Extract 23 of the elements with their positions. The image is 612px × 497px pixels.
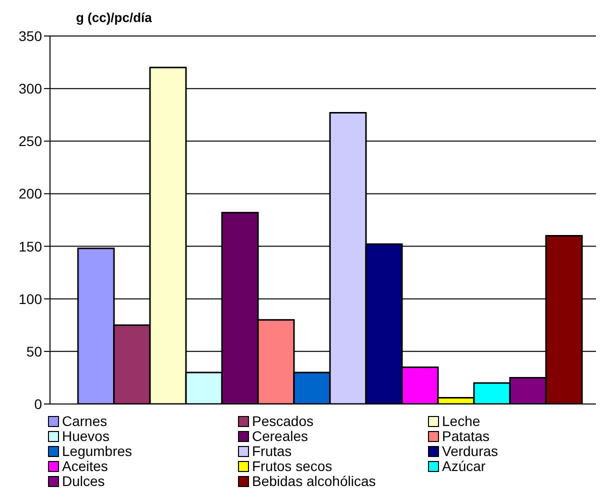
legend-label: Leche — [442, 413, 480, 429]
legend-label: Pescados — [252, 413, 314, 429]
legend-label: Frutos secos — [252, 458, 332, 474]
legend-label: Aceites — [62, 458, 108, 474]
y-axis-title: g (cc)/pc/día — [76, 10, 152, 25]
y-tick-label: 0 — [34, 396, 42, 412]
legend-label: Dulces — [62, 473, 105, 489]
legend-label: Azúcar — [442, 458, 486, 474]
y-tick-label: 150 — [18, 238, 42, 254]
legend-label: Legumbres — [62, 443, 132, 459]
legend-label: Frutas — [252, 443, 292, 459]
y-tick-label: 200 — [18, 186, 42, 202]
y-tick-label: 350 — [18, 28, 42, 44]
legend-label: Patatas — [442, 428, 490, 444]
legend-label: Cereales — [252, 428, 308, 444]
legend-label: Huevos — [62, 428, 110, 444]
legend-label: Bebidas alcohólicas — [252, 473, 376, 489]
y-tick-label: 300 — [18, 80, 42, 97]
y-tick-label: 100 — [18, 290, 42, 307]
legend-label: Carnes — [62, 413, 108, 429]
y-tick-label: 50 — [26, 343, 42, 360]
legend-label: Verduras — [442, 443, 498, 459]
y-tick-label: 250 — [18, 133, 42, 150]
